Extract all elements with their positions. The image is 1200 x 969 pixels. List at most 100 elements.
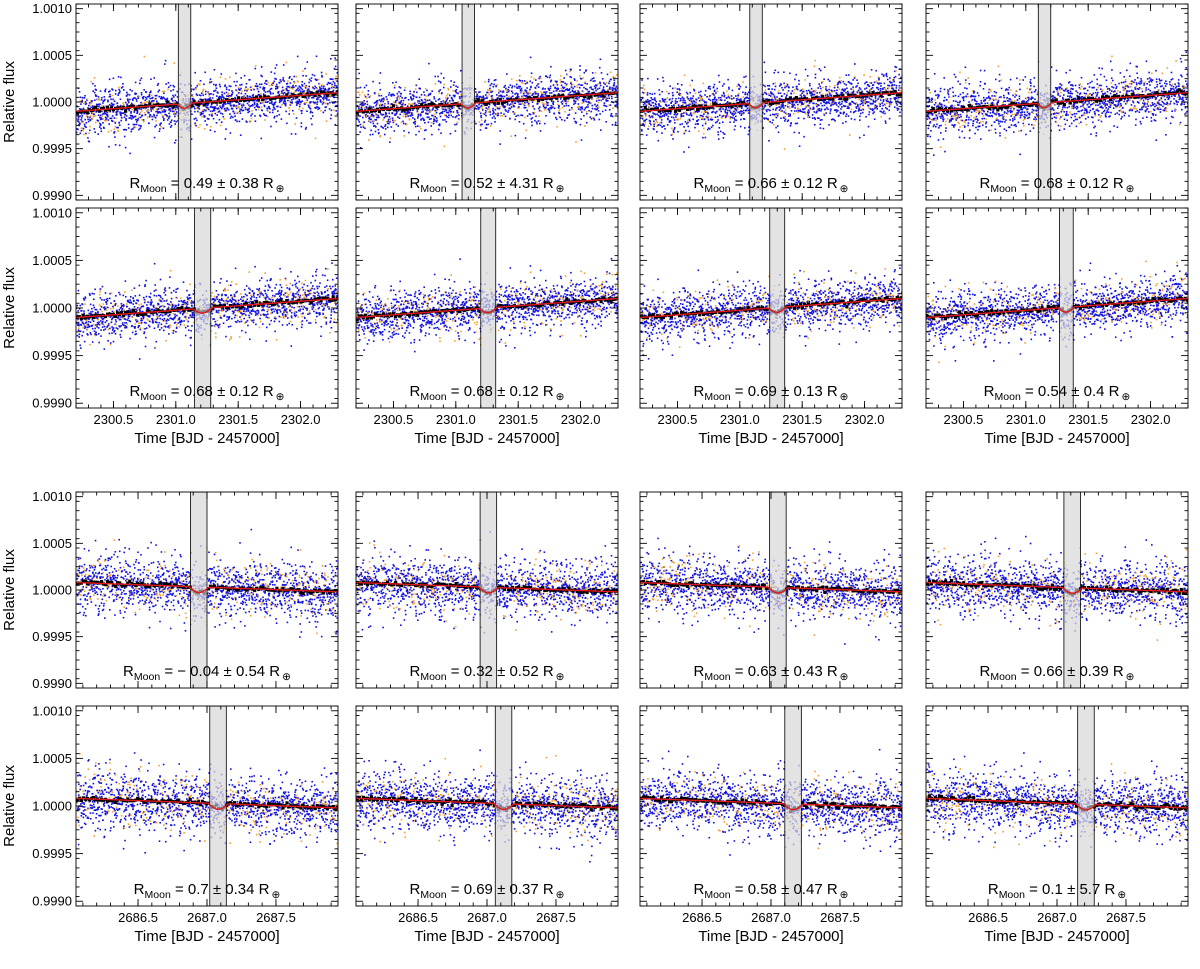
data-point-blue	[162, 127, 165, 129]
data-point-orange	[308, 101, 311, 103]
data-point-blue	[615, 89, 618, 91]
data-point-blue	[585, 70, 587, 72]
data-point-blue	[218, 107, 220, 110]
data-point-blue	[387, 94, 390, 96]
data-point-blue	[301, 84, 303, 86]
data-point-blue	[377, 128, 380, 131]
data-point-orange	[559, 81, 562, 84]
binned-point	[367, 107, 371, 111]
data-point-blue	[153, 77, 155, 79]
data-point-blue	[673, 128, 676, 130]
data-point-blue	[551, 100, 553, 103]
data-point-orange	[425, 95, 428, 97]
data-point-blue	[477, 108, 480, 110]
data-point-blue	[698, 91, 700, 94]
data-point-blue	[392, 119, 394, 121]
data-point-blue	[365, 106, 368, 108]
data-point-blue	[358, 72, 360, 75]
data-point-blue	[485, 94, 487, 96]
data-point-blue	[163, 108, 165, 111]
data-point-blue	[722, 137, 725, 139]
data-point-blue	[689, 91, 691, 94]
data-point-blue	[524, 102, 526, 104]
data-point-orange	[438, 92, 441, 94]
data-point-blue	[585, 100, 587, 103]
data-point-orange	[89, 125, 91, 128]
data-point-blue	[89, 119, 92, 122]
data-point-orange	[161, 114, 164, 117]
data-point-blue	[739, 112, 741, 115]
data-point-blue	[374, 130, 377, 133]
data-point-blue	[270, 125, 272, 128]
data-point-blue	[779, 106, 781, 108]
data-point-blue	[672, 138, 674, 140]
data-point-blue	[360, 126, 362, 128]
binned-point	[541, 97, 545, 102]
data-point-blue	[501, 95, 504, 98]
data-point-orange	[373, 120, 375, 123]
data-point-blue	[126, 98, 129, 100]
data-point-blue	[85, 126, 87, 128]
binned-point	[194, 102, 198, 106]
data-point-blue	[655, 106, 658, 108]
data-point-blue	[560, 84, 563, 87]
data-point-blue	[384, 125, 386, 128]
data-point-blue	[521, 114, 524, 117]
data-point-blue	[491, 95, 493, 97]
data-point-blue	[103, 112, 105, 115]
data-point-blue	[514, 102, 517, 104]
data-point-blue	[581, 84, 583, 86]
data-point-blue	[790, 92, 793, 95]
data-point-blue	[424, 122, 426, 124]
data-point-blue	[498, 107, 501, 110]
data-point-blue	[663, 101, 666, 103]
data-point-blue	[762, 98, 765, 100]
data-point-blue	[127, 99, 129, 101]
data-point-orange	[167, 88, 169, 91]
data-point-orange	[519, 75, 521, 77]
data-point-orange	[146, 101, 148, 103]
data-point-blue	[523, 106, 526, 109]
data-point-blue	[688, 114, 690, 116]
data-point-blue	[661, 90, 663, 93]
data-point-blue	[594, 80, 596, 82]
data-point-blue	[115, 112, 118, 114]
data-point-blue	[723, 92, 725, 95]
data-point-blue	[726, 111, 729, 114]
data-point-orange	[654, 122, 656, 124]
data-point-orange	[488, 91, 490, 94]
data-point-blue	[570, 86, 573, 88]
data-point-blue	[764, 85, 766, 88]
data-point-blue	[112, 77, 115, 80]
data-point-blue	[497, 108, 500, 110]
data-point-orange	[419, 125, 421, 128]
data-point-blue	[364, 103, 366, 105]
binned-point	[571, 95, 575, 99]
data-point-blue	[332, 80, 335, 83]
binned-point	[335, 90, 338, 94]
data-point-blue	[104, 112, 107, 115]
data-point-blue	[728, 109, 731, 112]
data-point-orange	[318, 83, 321, 86]
data-point-blue	[215, 87, 218, 89]
data-point-orange	[198, 83, 201, 85]
data-point-blue	[137, 95, 139, 98]
data-point-blue	[586, 83, 588, 85]
data-point-blue	[414, 102, 416, 104]
data-point-blue	[642, 91, 644, 94]
data-point-blue	[705, 101, 708, 104]
data-point-blue	[109, 110, 111, 113]
data-point-orange	[717, 99, 719, 102]
data-point-blue	[561, 89, 563, 92]
data-point-blue	[423, 119, 425, 121]
data-point-blue	[131, 98, 134, 100]
data-point-blue	[588, 98, 591, 101]
data-point-blue	[156, 84, 159, 86]
data-point-blue	[511, 86, 513, 89]
data-point-blue	[383, 105, 386, 108]
data-point-orange	[616, 74, 618, 76]
data-point-blue	[670, 134, 673, 136]
data-point-orange	[244, 88, 246, 91]
data-point-blue	[249, 105, 251, 108]
binned-point	[426, 105, 430, 109]
